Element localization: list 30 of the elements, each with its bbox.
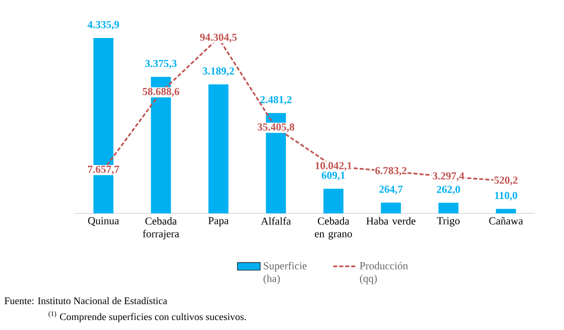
data-label: 3.375,3 [145, 60, 177, 69]
x-tick-label: Trigo [436, 217, 460, 227]
source-note: Fuente: Instituto Nacional de Estadística [4, 297, 168, 304]
data-label: 264,7 [379, 186, 403, 194]
data-label: 3.189,2 [202, 67, 234, 76]
text: $^{(1)}$ Comprende superficies con cultivos sucesivos. [48, 311, 246, 322]
x-tick-label: Alfalfa [260, 217, 291, 225]
bar [323, 188, 344, 214]
x-tick-label: Cebada en grano [314, 217, 352, 240]
data-label: 520,2 [494, 176, 518, 186]
data-label: 35.405,8 [258, 123, 294, 132]
bar [208, 84, 228, 214]
x-tick-label: Papa [208, 217, 229, 226]
x-tick-label: Haba verde [366, 217, 416, 225]
bar [380, 202, 401, 214]
data-label: 58.688,6 [142, 88, 180, 97]
data-label: 262,0 [436, 186, 460, 194]
data-label: 4.335,9 [88, 21, 120, 30]
data-label: 94.304,5 [200, 34, 237, 42]
data-label: 10.042,1 [316, 162, 352, 171]
data-label: 110,0 [495, 192, 518, 201]
x-tick-label: Cebada forrajera [142, 217, 180, 240]
x-tick-label: Cañawa [489, 217, 523, 224]
data-label: 609,1 [322, 172, 345, 180]
x-tick-label: Quinua [88, 217, 119, 226]
legend-label: Producción (qq) [360, 262, 408, 284]
bar [496, 208, 516, 214]
data-label: 2.481,2 [260, 96, 292, 105]
bar [438, 202, 458, 214]
legend-label: Superficie (ha) [264, 262, 307, 284]
